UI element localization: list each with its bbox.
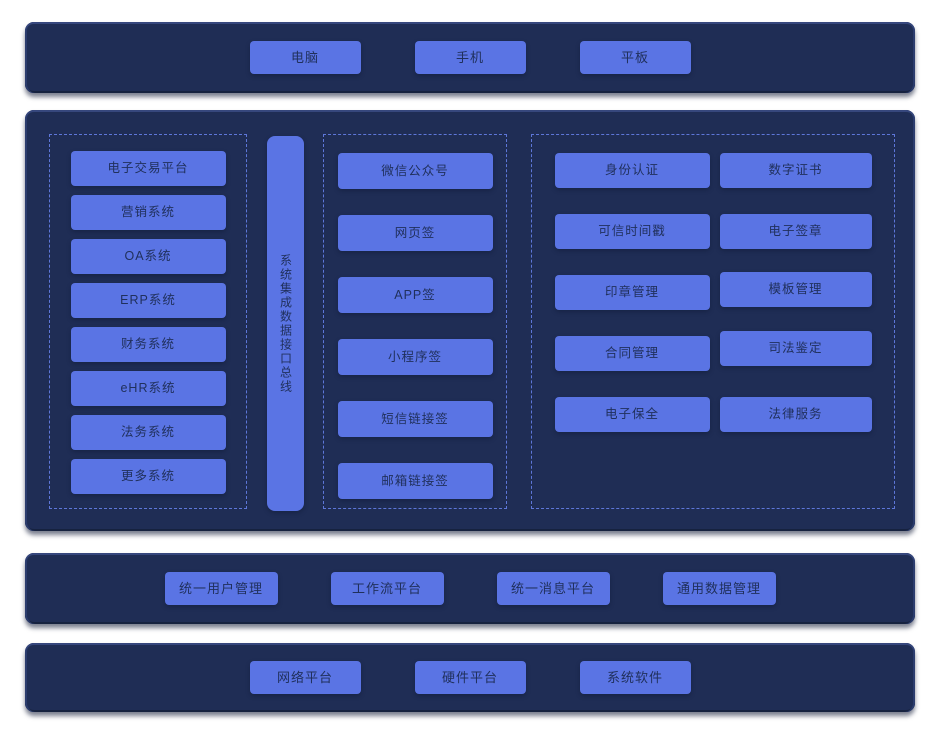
node-e-preservation[interactable]: 电子保全 bbox=[554, 397, 710, 432]
node-e-signature[interactable]: 电子签章 bbox=[719, 214, 872, 249]
integration-bus-bar: 系统集成数据接口总线 bbox=[267, 136, 304, 511]
node-tablet[interactable]: 平板 bbox=[579, 41, 691, 74]
node-ehr-system[interactable]: eHR系统 bbox=[70, 371, 226, 406]
node-sms-link-sign[interactable]: 短信链接签 bbox=[337, 401, 493, 437]
node-marketing-system[interactable]: 营销系统 bbox=[70, 195, 226, 230]
node-e-trading-platform[interactable]: 电子交易平台 bbox=[70, 151, 226, 186]
node-digital-certificate[interactable]: 数字证书 bbox=[719, 153, 872, 188]
sign-channels-group: 微信公众号 网页签 APP签 小程序签 短信链接签 邮箱链接签 bbox=[323, 134, 507, 509]
node-system-software[interactable]: 系统软件 bbox=[579, 661, 691, 694]
node-wechat-official-account[interactable]: 微信公众号 bbox=[337, 153, 493, 189]
node-web-sign[interactable]: 网页签 bbox=[337, 215, 493, 251]
node-common-data-management[interactable]: 通用数据管理 bbox=[662, 572, 776, 605]
node-erp-system[interactable]: ERP系统 bbox=[70, 283, 226, 318]
node-contract-management[interactable]: 合同管理 bbox=[554, 336, 710, 371]
node-email-link-sign[interactable]: 邮箱链接签 bbox=[337, 463, 493, 499]
node-workflow-platform[interactable]: 工作流平台 bbox=[330, 572, 444, 605]
node-oa-system[interactable]: OA系统 bbox=[70, 239, 226, 274]
node-identity-auth[interactable]: 身份认证 bbox=[554, 153, 710, 188]
node-legal-system[interactable]: 法务系统 bbox=[70, 415, 226, 450]
node-judicial-appraisal[interactable]: 司法鉴定 bbox=[719, 331, 872, 366]
node-finance-system[interactable]: 财务系统 bbox=[70, 327, 226, 362]
node-network-platform[interactable]: 网络平台 bbox=[249, 661, 361, 694]
node-pc[interactable]: 电脑 bbox=[249, 41, 361, 74]
node-legal-services[interactable]: 法律服务 bbox=[719, 397, 872, 432]
node-trusted-timestamp[interactable]: 可信时间戳 bbox=[554, 214, 710, 249]
infrastructure-layer: 网络平台 硬件平台 系统软件 bbox=[25, 643, 915, 712]
services-group: 身份认证 数字证书 可信时间戳 电子签章 印章管理 模板管理 合同管理 司法鉴定… bbox=[531, 134, 895, 509]
node-unified-user-management[interactable]: 统一用户管理 bbox=[164, 572, 278, 605]
node-template-management[interactable]: 模板管理 bbox=[719, 272, 872, 307]
platform-layer: 统一用户管理 工作流平台 统一消息平台 通用数据管理 bbox=[25, 553, 915, 624]
node-seal-management[interactable]: 印章管理 bbox=[554, 275, 710, 310]
node-mobile[interactable]: 手机 bbox=[414, 41, 526, 74]
application-layer: 电子交易平台 营销系统 OA系统 ERP系统 财务系统 eHR系统 法务系统 更… bbox=[25, 110, 915, 531]
business-systems-group: 电子交易平台 营销系统 OA系统 ERP系统 财务系统 eHR系统 法务系统 更… bbox=[49, 134, 247, 509]
node-unified-message-platform[interactable]: 统一消息平台 bbox=[496, 572, 610, 605]
node-app-sign[interactable]: APP签 bbox=[337, 277, 493, 313]
node-hardware-platform[interactable]: 硬件平台 bbox=[414, 661, 526, 694]
terminal-layer: 电脑 手机 平板 bbox=[25, 22, 915, 93]
node-miniprogram-sign[interactable]: 小程序签 bbox=[337, 339, 493, 375]
node-more-systems[interactable]: 更多系统 bbox=[70, 459, 226, 494]
